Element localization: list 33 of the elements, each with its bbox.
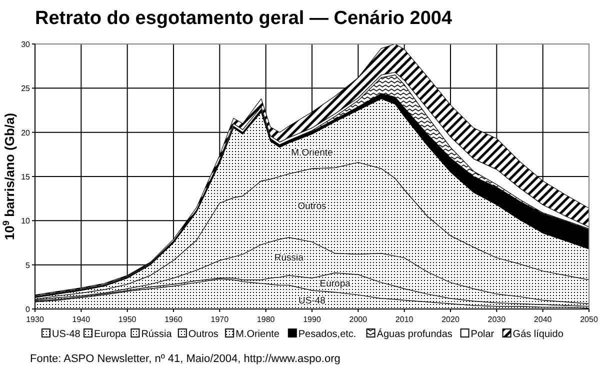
y-tick-label: 15 [21, 172, 31, 182]
legend-label: Águas profundas [376, 328, 452, 340]
x-tick-label: 1990 [303, 315, 322, 324]
x-tick-label: 2010 [395, 315, 414, 324]
x-tick-label: 2050 [580, 315, 598, 324]
legend-label: Rússia [141, 329, 172, 340]
x-tick-label: 1960 [164, 315, 183, 324]
text: US-48 [298, 296, 326, 307]
legend-label: Pesados,etc. [298, 329, 356, 340]
legend-label: Polar [470, 329, 495, 340]
x-tick-label: 1980 [256, 315, 276, 324]
x-tick-label: 2020 [442, 315, 460, 324]
legend-label: Outros [188, 329, 218, 340]
legend-label: Europa [94, 329, 127, 340]
text: Rússia [274, 252, 304, 264]
x-tick-label: 2030 [488, 315, 506, 324]
x-tick-label: 1930 [26, 315, 44, 324]
y-tick-label: 25 [21, 84, 31, 94]
x-tick-label: 2000 [349, 315, 368, 324]
x-tick-label: 1970 [210, 315, 230, 324]
legend-label: Gás líquido [512, 329, 564, 340]
y-tick-label: 5 [26, 260, 31, 270]
source-note: Fonte: ASPO Newsletter, nº 41, Maio/2004, http://www.aspo.org [30, 353, 340, 365]
y-tick-label: 0 [26, 305, 31, 314]
y-tick-label: 20 [21, 128, 31, 138]
x-tick-label: 1950 [118, 315, 137, 324]
y-tick-label: 10 [21, 216, 31, 226]
legend-label: US-48 [52, 329, 81, 340]
x-tick-label: 1940 [72, 315, 91, 324]
y-tick-label: 30 [21, 40, 31, 49]
x-tick-label: 2040 [534, 315, 552, 324]
chart-title: Retrato do esgotamento geral — Cenário 2004 [35, 8, 452, 29]
legend-label: M.Oriente [236, 329, 280, 340]
